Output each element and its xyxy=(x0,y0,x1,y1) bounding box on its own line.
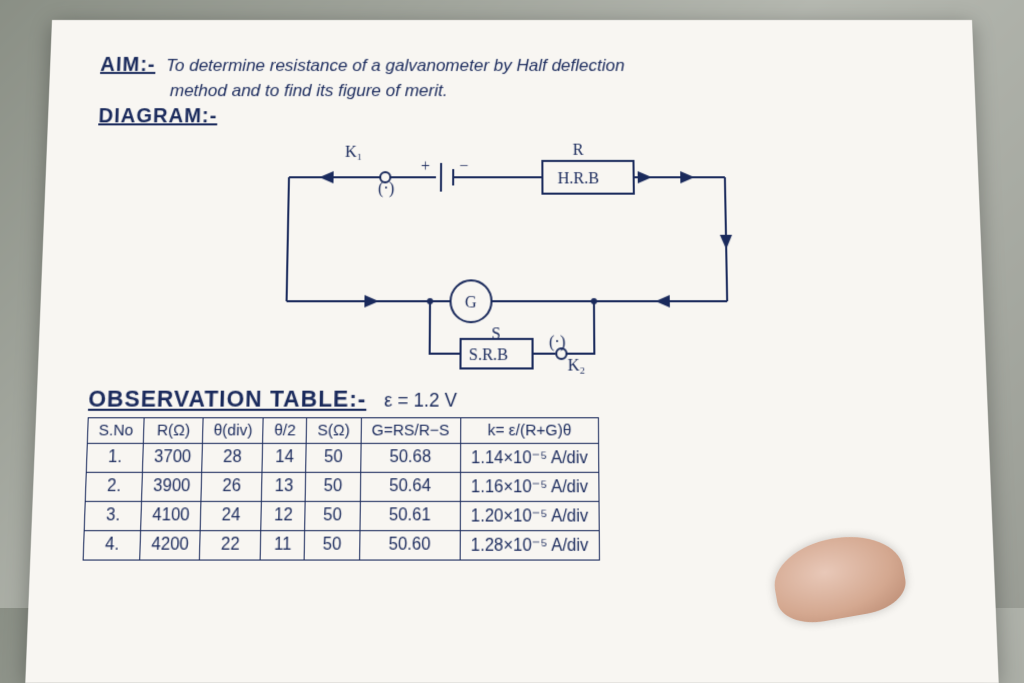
diagram-head: DIAGRAM:- xyxy=(98,105,218,127)
obs-head: OBSERVATION TABLE:- xyxy=(88,385,367,412)
aim-text-2: method and to find its figure of merit. xyxy=(170,81,448,100)
diagram-section: DIAGRAM:- xyxy=(98,105,926,128)
label-G: G xyxy=(465,294,477,312)
table-row: 2. 3900 26 13 50 50.64 1.16×10⁻⁵ A/div xyxy=(85,472,599,501)
label-plus: + xyxy=(421,158,430,175)
aim-text-1: To determine resistance of a galvanomete… xyxy=(166,56,625,75)
aim-line2: method and to find its figure of merit. xyxy=(99,81,925,101)
observation-table: S.No R(Ω) θ(div) θ/2 S(Ω) G=RS/R−S k= ε/… xyxy=(83,417,600,560)
label-k1: K₁ xyxy=(345,144,363,161)
label-dot1: (·) xyxy=(378,180,394,197)
table-row: 1. 3700 28 14 50 50.68 1.14×10⁻⁵ A/div xyxy=(86,443,599,472)
label-hrb: H.R.B xyxy=(558,170,600,187)
label-srb: S.R.B xyxy=(469,346,508,364)
col-R: R(Ω) xyxy=(144,418,203,444)
aim-head: AIM:- xyxy=(100,54,156,76)
observation-section: OBSERVATION TABLE:- ε = 1.2 V xyxy=(88,385,936,413)
col-k: k= ε/(R+G)θ xyxy=(460,418,598,444)
label-dot2: (·) xyxy=(549,334,566,352)
col-theta: θ(div) xyxy=(202,418,263,444)
table-row: 3. 4100 24 12 50 50.61 1.20×10⁻⁵ A/div xyxy=(84,501,599,530)
circuit-diagram: K₁ (·) + − R H.R.B xyxy=(244,137,780,375)
table-header-row: S.No R(Ω) θ(div) θ/2 S(Ω) G=RS/R−S k= ε/… xyxy=(87,418,598,444)
label-minus: − xyxy=(459,158,468,175)
table-row: 4. 4200 22 11 50 50.60 1.28×10⁻⁵ A/div xyxy=(83,531,599,560)
col-S: S(Ω) xyxy=(306,418,360,444)
aim-section: AIM:- To determine resistance of a galva… xyxy=(100,54,924,77)
label-k2: K₂ xyxy=(568,357,586,375)
col-sno: S.No xyxy=(87,418,144,444)
obs-emf: ε = 1.2 V xyxy=(384,390,457,411)
label-R: R xyxy=(573,142,584,159)
col-G: G=RS/R−S xyxy=(361,418,461,444)
col-half: θ/2 xyxy=(263,418,307,444)
